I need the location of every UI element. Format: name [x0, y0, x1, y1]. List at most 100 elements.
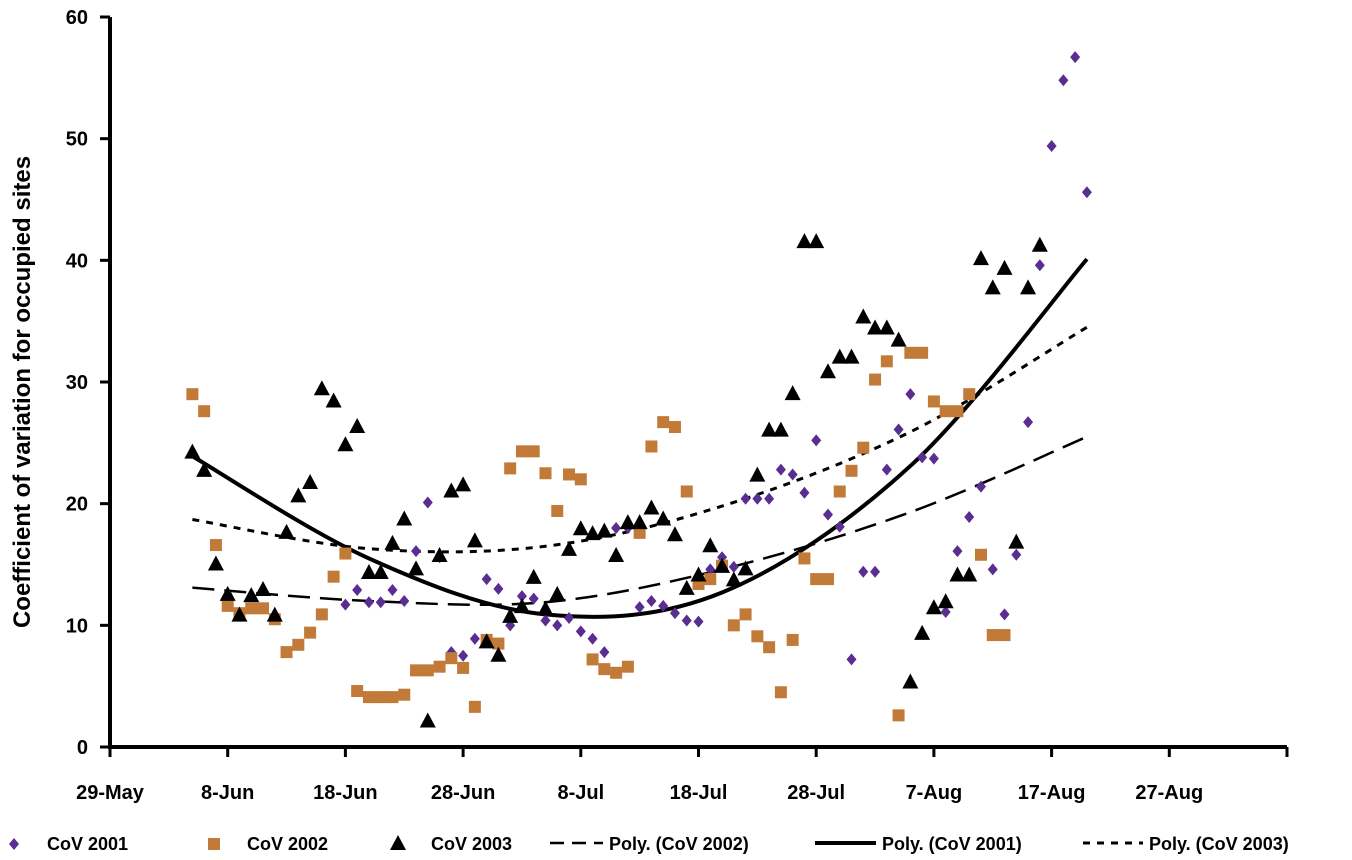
square-marker: [410, 664, 423, 677]
square-marker: [657, 416, 670, 429]
diamond-marker: [858, 565, 869, 578]
x-tick-label: 27-Aug: [1135, 782, 1203, 804]
diamond-marker: [846, 653, 857, 666]
square-marker: [492, 637, 505, 650]
square-marker: [433, 660, 446, 673]
diamond-marker: [422, 496, 433, 509]
diamond-marker: [905, 388, 916, 401]
triangle-marker: [443, 482, 460, 498]
triangle-marker: [596, 522, 613, 538]
triangle-marker: [408, 560, 425, 576]
triangle-marker: [231, 606, 248, 622]
square-marker: [574, 473, 587, 486]
x-tick-label: 8-Jun: [201, 782, 254, 804]
square-marker: [292, 638, 305, 651]
diamond-marker: [634, 601, 645, 614]
legend-label: Poly. (CoV 2002): [609, 834, 749, 854]
x-tick-label: 28-Jul: [787, 782, 845, 804]
square-marker: [821, 573, 834, 586]
diamond-marker: [1081, 186, 1092, 199]
triangle-marker: [937, 593, 954, 609]
triangle-marker: [337, 436, 354, 452]
y-axis-title: Coefficient of variation for occupied si…: [9, 156, 36, 628]
square-marker: [892, 709, 905, 722]
square-marker: [845, 464, 858, 477]
diamond-marker: [587, 632, 598, 645]
triangle-marker: [855, 308, 872, 324]
triangle-marker: [525, 568, 542, 584]
square-marker: [798, 552, 811, 565]
square-marker: [551, 504, 564, 517]
triangle-marker: [890, 331, 907, 347]
diamond-marker: [611, 522, 622, 534]
square-marker: [951, 405, 964, 418]
triangle-marker: [278, 523, 295, 539]
diamond-marker: [552, 619, 563, 632]
diamond-marker: [975, 480, 986, 493]
x-tick-label: 7-Aug: [906, 782, 963, 804]
square-marker: [704, 573, 717, 586]
diamond-marker: [352, 584, 363, 597]
diamond-marker: [893, 423, 904, 436]
triangle-marker: [384, 534, 401, 550]
diamond-marker: [740, 492, 751, 505]
diamond-marker: [481, 573, 492, 586]
diamond-marker: [764, 492, 775, 505]
diamond-marker: [599, 646, 610, 659]
diamond-marker: [1034, 259, 1045, 272]
square-marker: [998, 629, 1011, 642]
square-marker: [857, 441, 870, 454]
square-marker: [774, 686, 787, 699]
triangle-marker: [631, 514, 648, 530]
square-marker: [963, 388, 976, 401]
diamond-marker: [399, 595, 410, 607]
triangle-marker: [914, 624, 931, 640]
diamond-marker: [681, 614, 692, 627]
square-marker: [209, 539, 222, 552]
triangle-marker: [372, 564, 389, 580]
triangle-marker: [702, 537, 719, 553]
diamond-marker: [870, 565, 881, 578]
diamond-marker: [411, 545, 422, 558]
triangle-marker: [561, 540, 578, 556]
legend-label: CoV 2003: [431, 834, 512, 854]
diamond-marker: [834, 520, 845, 533]
diamond-marker: [1070, 51, 1081, 64]
square-marker: [904, 346, 917, 359]
square-marker: [339, 547, 352, 560]
triangle-marker: [584, 525, 601, 541]
triangle-marker: [396, 510, 413, 526]
diamond-marker: [987, 563, 998, 576]
square-marker: [468, 700, 481, 713]
y-tick-label: 20: [66, 494, 88, 516]
triangle-marker: [455, 476, 472, 492]
x-axis-ticks: 29-May 8-Jun 18-Jun 28-Jun 8-Jul 18-Jul 28-Jul…: [76, 747, 1289, 804]
square-marker: [457, 661, 470, 674]
triangle-marker: [867, 319, 884, 335]
legend: CoV 2001 CoV 2002 CoV 2003 Poly. (CoV 2002)…: [9, 834, 1289, 854]
triangle-marker: [796, 233, 813, 249]
diamond-marker: [999, 608, 1010, 621]
square-marker: [315, 608, 328, 621]
triangle-marker: [207, 555, 224, 571]
diamond-marker: [705, 563, 716, 576]
square-marker: [680, 485, 693, 498]
triangle-marker: [772, 421, 789, 437]
y-tick-label: 30: [66, 372, 88, 394]
triangle-marker: [902, 673, 919, 689]
y-tick-label: 40: [66, 250, 88, 272]
triangle-marker: [761, 421, 778, 437]
y-tick-label: 60: [66, 7, 88, 29]
diamond-marker: [540, 614, 551, 627]
diamond-marker: [458, 649, 469, 662]
square-marker: [445, 652, 458, 665]
triangle-marker: [643, 499, 660, 515]
diamond-marker: [1011, 548, 1022, 561]
trendlines: [191, 257, 1089, 619]
triangle-marker: [678, 579, 695, 595]
diamond-marker: [964, 511, 975, 524]
square-marker: [598, 663, 611, 676]
legend-triangle-marker: [390, 835, 406, 850]
x-tick-label: 17-Aug: [1018, 782, 1086, 804]
square-marker: [727, 619, 740, 632]
